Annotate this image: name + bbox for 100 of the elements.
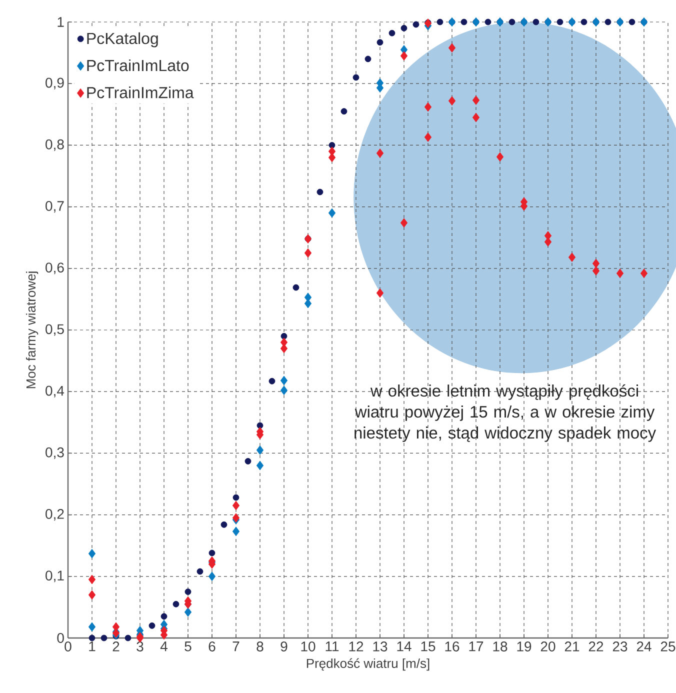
point bbox=[280, 332, 288, 340]
point bbox=[220, 521, 228, 528]
point bbox=[280, 344, 288, 354]
point bbox=[472, 112, 480, 122]
x-tick-label: 16 bbox=[445, 642, 460, 652]
y-tick-label: 0,8 bbox=[46, 139, 64, 151]
x-tick-label: 15 bbox=[421, 642, 436, 652]
y-tick-label: 0,9 bbox=[46, 78, 64, 90]
x-tick-label: 22 bbox=[588, 642, 604, 652]
point bbox=[436, 18, 444, 26]
point bbox=[532, 18, 540, 26]
point bbox=[148, 622, 156, 629]
point bbox=[100, 634, 108, 642]
x-tick-label: 2 bbox=[112, 642, 120, 652]
point bbox=[184, 607, 192, 617]
y-tick-label: 0,3 bbox=[46, 447, 64, 459]
point bbox=[604, 18, 612, 26]
annotation: w okresie letnim wystąpiły prędkości wiatru powyżej 15 m/s, a w okresie zimy niestety nie, stąd widoczny spadek mocy bbox=[354, 384, 656, 442]
point bbox=[328, 142, 336, 148]
y-tick-label: 0,4 bbox=[46, 386, 64, 398]
point bbox=[328, 208, 336, 218]
y-tick-label: 0 bbox=[57, 633, 64, 643]
point bbox=[376, 148, 384, 158]
x-tick-label: 25 bbox=[660, 642, 676, 652]
point bbox=[616, 268, 624, 278]
point bbox=[88, 634, 96, 642]
point bbox=[280, 386, 288, 396]
y-tick-label: 0,2 bbox=[46, 509, 64, 521]
x-tick-label: 1 bbox=[89, 642, 96, 652]
point bbox=[448, 96, 456, 106]
y-axis-title: Moc farmy wiatrowej bbox=[26, 272, 38, 388]
x-tick-label: 23 bbox=[612, 642, 628, 652]
point bbox=[340, 108, 348, 115]
point bbox=[544, 237, 552, 247]
point bbox=[592, 258, 600, 268]
x-tick-label: 3 bbox=[136, 642, 144, 652]
point bbox=[388, 30, 396, 36]
point bbox=[88, 622, 96, 632]
point bbox=[376, 39, 384, 46]
point bbox=[232, 526, 240, 536]
point bbox=[184, 588, 192, 595]
point bbox=[628, 18, 636, 26]
point bbox=[268, 378, 276, 384]
x-tick-label: 14 bbox=[397, 642, 412, 652]
point bbox=[244, 458, 252, 464]
point bbox=[592, 266, 600, 276]
x-tick-label: 21 bbox=[564, 642, 580, 652]
x-tick-label: 19 bbox=[517, 642, 532, 652]
x-tick-label: 18 bbox=[493, 642, 508, 652]
point bbox=[352, 74, 360, 81]
y-tick-label: 0,5 bbox=[46, 324, 64, 336]
x-tick-label: 10 bbox=[301, 642, 316, 652]
x-tick-label: 7 bbox=[232, 642, 240, 652]
point bbox=[484, 18, 492, 26]
point bbox=[496, 152, 504, 162]
point bbox=[424, 102, 432, 112]
point bbox=[280, 376, 288, 386]
x-tick-label: 12 bbox=[349, 642, 364, 652]
x-tick-label: 6 bbox=[208, 642, 216, 652]
x-tick-label: 9 bbox=[280, 642, 288, 652]
point bbox=[580, 18, 588, 26]
point bbox=[232, 500, 240, 510]
point bbox=[472, 96, 480, 105]
legend-label: PcTrainImZima bbox=[87, 86, 194, 98]
point bbox=[88, 548, 96, 558]
x-tick-label: 4 bbox=[160, 642, 168, 652]
x-axis-title: Prędkość wiatru [m/s] bbox=[306, 658, 430, 671]
point bbox=[88, 590, 96, 600]
legend-label: PcKatalog bbox=[87, 32, 158, 48]
x-tick-label: 20 bbox=[540, 642, 556, 652]
point bbox=[256, 460, 264, 470]
y-tick-label: 0,6 bbox=[46, 262, 64, 274]
x-tick-label: 5 bbox=[184, 642, 192, 652]
point bbox=[208, 550, 216, 556]
point bbox=[556, 18, 564, 26]
point bbox=[328, 152, 336, 162]
point bbox=[412, 21, 420, 28]
point bbox=[208, 572, 216, 582]
point bbox=[508, 18, 516, 26]
point bbox=[292, 284, 300, 291]
x-tick-label: 24 bbox=[636, 642, 652, 652]
x-tick-label: 8 bbox=[256, 642, 264, 652]
point bbox=[172, 600, 180, 608]
point bbox=[196, 568, 204, 575]
point bbox=[460, 18, 468, 26]
point bbox=[232, 494, 240, 501]
point bbox=[304, 298, 312, 308]
point bbox=[304, 248, 312, 258]
point bbox=[400, 24, 408, 32]
point bbox=[316, 188, 324, 196]
point bbox=[88, 574, 96, 584]
y-tick-label: 1 bbox=[58, 17, 64, 27]
x-tick-label: 0 bbox=[64, 642, 72, 652]
point bbox=[256, 445, 264, 455]
point bbox=[424, 132, 432, 142]
legend-label: PcTrainImLato bbox=[87, 59, 189, 72]
y-tick-label: 0,7 bbox=[46, 201, 64, 213]
point bbox=[640, 268, 648, 278]
point bbox=[160, 613, 168, 620]
point bbox=[400, 218, 408, 228]
